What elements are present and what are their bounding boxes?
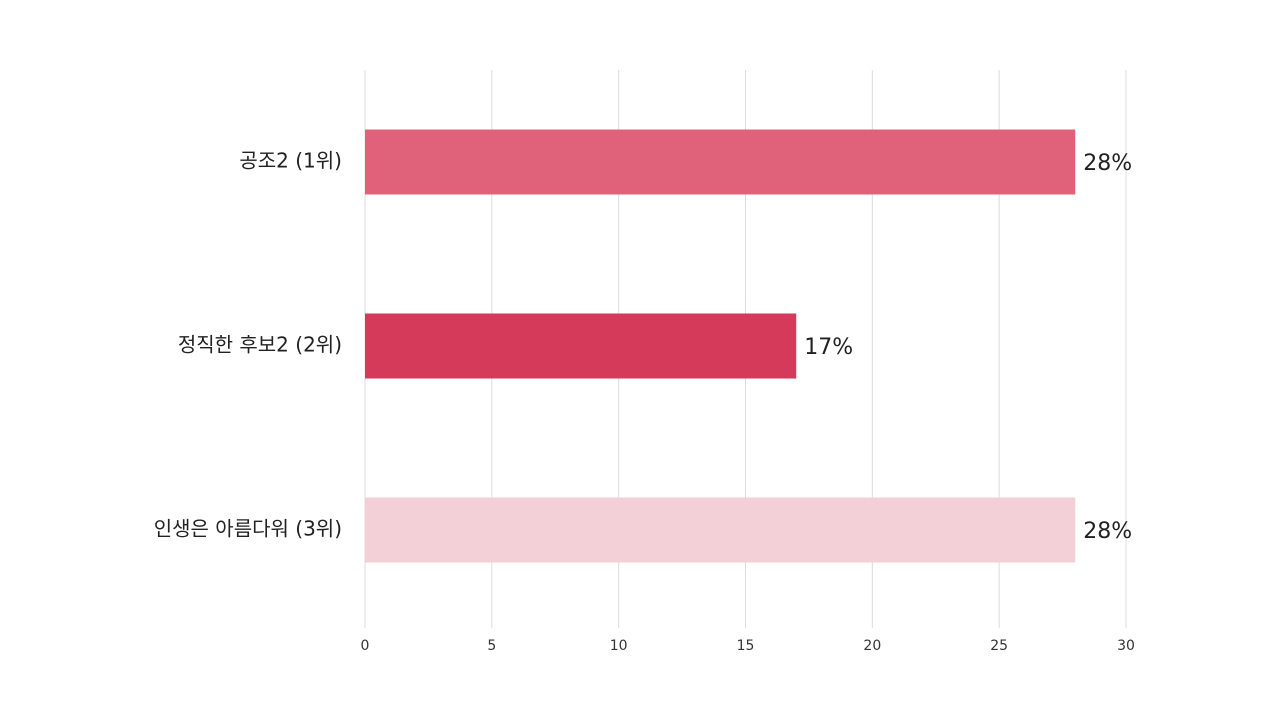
value-label: 17% <box>804 335 853 360</box>
x-tick-label: 25 <box>990 638 1008 654</box>
x-tick-label: 20 <box>863 638 881 654</box>
x-tick-label: 5 <box>487 638 496 654</box>
y-tick-label: 정직한 후보2 (2위) <box>178 333 342 357</box>
x-tick-label: 30 <box>1117 638 1135 654</box>
bar <box>365 313 797 379</box>
bar <box>365 129 1076 195</box>
bar <box>365 497 1076 563</box>
value-label: 28% <box>1083 151 1132 176</box>
y-tick-label: 인생은 아름다워 (3위) <box>154 517 342 541</box>
x-tick-label: 0 <box>361 638 370 654</box>
x-tick-label: 10 <box>610 638 628 654</box>
x-tick-label: 15 <box>737 638 755 654</box>
value-label: 28% <box>1083 519 1132 544</box>
y-tick-label: 공조2 (1위) <box>239 149 342 173</box>
